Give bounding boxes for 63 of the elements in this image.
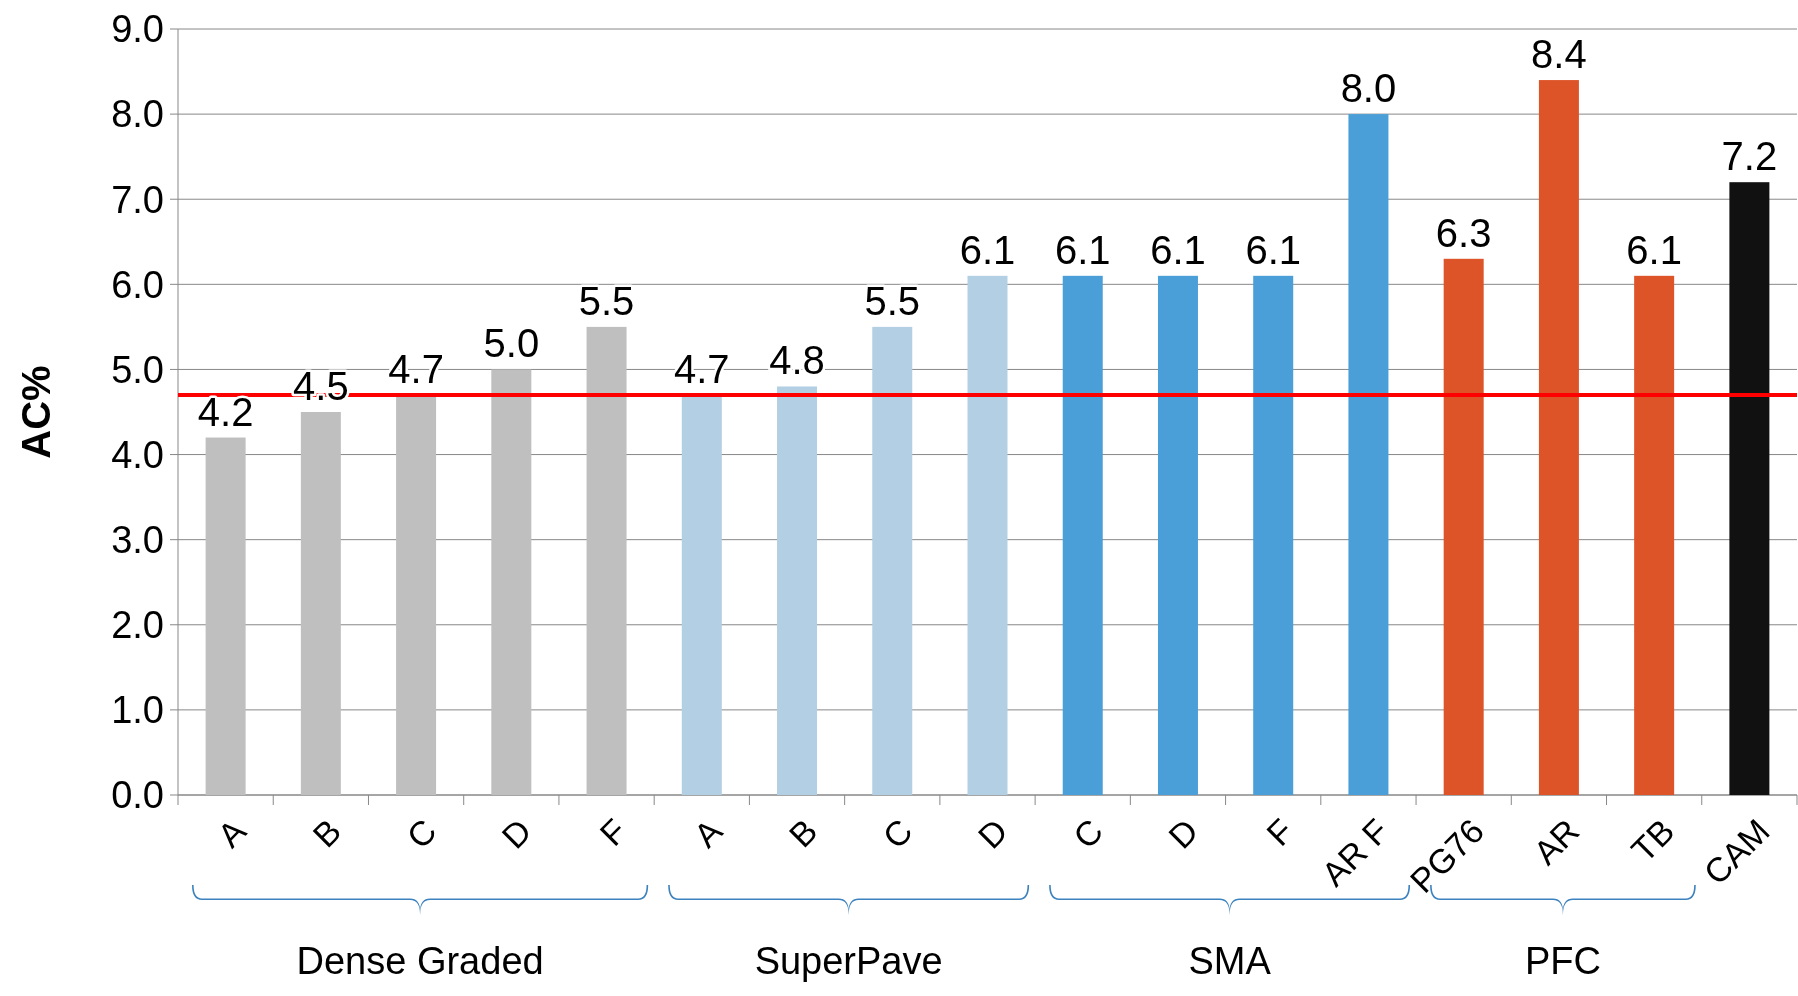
- y-tick-label: 3.0: [111, 518, 164, 561]
- data-label: 8.4: [1531, 32, 1587, 77]
- data-label: 6.1: [1150, 227, 1206, 272]
- x-tick-label: A: [686, 811, 730, 855]
- bar: [1062, 275, 1103, 795]
- bar: [1729, 182, 1770, 795]
- y-tick-label: 8.0: [111, 93, 164, 136]
- bar: [777, 386, 818, 795]
- bar: [1348, 114, 1389, 795]
- data-label: 6.1: [1626, 227, 1682, 272]
- data-label: 4.7: [388, 346, 444, 391]
- text: PFC: [1524, 940, 1601, 982]
- y-tick-label: 1.0: [111, 689, 164, 732]
- data-label: 7.2: [1721, 134, 1778, 179]
- x-tick-label: C: [399, 811, 444, 856]
- bar: [681, 394, 722, 795]
- x-tick-label: C: [875, 811, 920, 856]
- data-label: 4.8: [769, 338, 825, 383]
- bar: [491, 369, 532, 795]
- bar: [586, 326, 627, 795]
- data-label: 5.0: [483, 321, 540, 366]
- y-tick-label: 4.0: [111, 433, 164, 476]
- y-tick-label: 0.0: [111, 774, 164, 817]
- x-tick-label: TB: [1623, 811, 1682, 870]
- x-tick-label: D: [494, 811, 539, 856]
- y-tick-label: 2.0: [111, 604, 164, 647]
- y-tick-label: 6.0: [111, 263, 164, 306]
- x-tick-label: D: [970, 811, 1015, 856]
- text: SMA: [1188, 940, 1272, 982]
- bar: [1443, 258, 1484, 795]
- y-axis-title: AC%: [14, 365, 58, 459]
- bar: [1253, 275, 1294, 795]
- x-tick-label: F: [592, 811, 634, 854]
- bar: [300, 412, 341, 795]
- text: SuperPave: [754, 940, 943, 982]
- x-tick-label: B: [305, 811, 349, 855]
- x-tick-label: AR F: [1314, 811, 1396, 894]
- data-label: 6.1: [959, 227, 1016, 272]
- bar: [872, 326, 913, 795]
- data-label: 4.7: [673, 346, 730, 391]
- data-label: 8.0: [1340, 66, 1397, 111]
- text: Dense Graded: [296, 940, 544, 982]
- bar: [1157, 275, 1198, 795]
- bar: [396, 394, 437, 795]
- data-label: 4.2: [197, 389, 254, 434]
- x-tick-label: D: [1161, 811, 1206, 856]
- y-tick-label: 5.0: [111, 348, 164, 391]
- bar: [1538, 80, 1579, 795]
- x-tick-label: C: [1065, 811, 1111, 856]
- x-tick-label: A: [210, 811, 254, 855]
- y-tick-label: 7.0: [111, 178, 164, 221]
- data-label: 6.1: [1245, 227, 1302, 272]
- data-label: 6.3: [1435, 210, 1492, 255]
- data-label: 6.1: [1054, 227, 1111, 272]
- bar: [1634, 275, 1675, 795]
- data-label: 5.5: [578, 278, 635, 323]
- data-label: 5.5: [864, 278, 921, 323]
- bar: [205, 437, 246, 795]
- x-tick-label: F: [1259, 811, 1301, 854]
- x-tick-label: B: [781, 811, 825, 855]
- x-tick-label: AR: [1526, 811, 1587, 872]
- y-tick-label: 9.0: [111, 8, 164, 51]
- bar: [967, 275, 1008, 795]
